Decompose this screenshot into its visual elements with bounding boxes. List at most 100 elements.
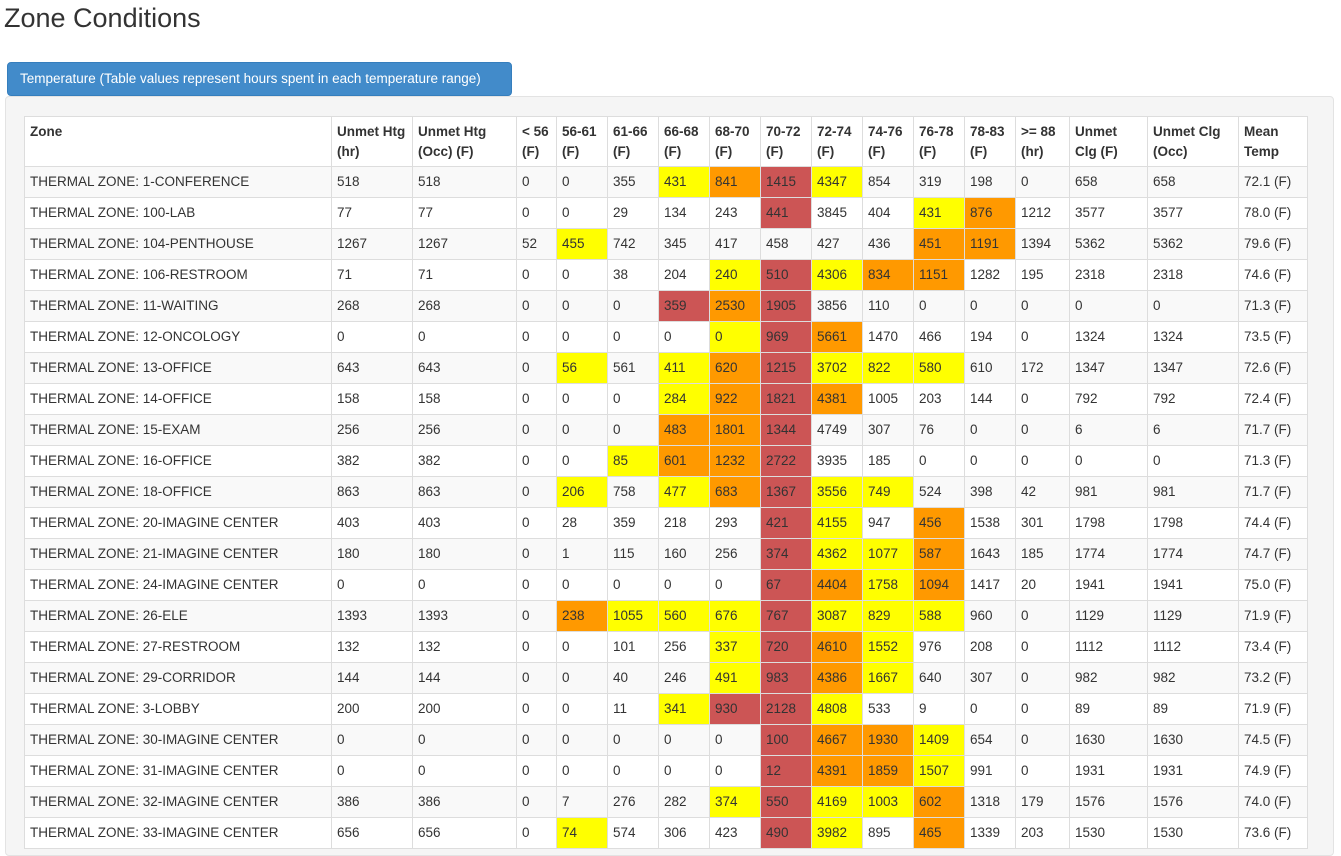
table-cell: 256	[331, 414, 413, 446]
table-cell: 85	[607, 445, 659, 477]
table-cell: 960	[964, 600, 1016, 632]
table-cell: 0	[331, 321, 413, 353]
table-row: THERMAL ZONE: 18-OFFICE 863 863 0 206 758 477 6…	[24, 476, 1308, 508]
table-cell: 0	[556, 662, 608, 694]
zone-conditions-table: Zone Unmet Htg (hr) Unmet Htg (Occ) (F) < 5…	[24, 116, 1308, 849]
table-cell: 431	[658, 166, 710, 198]
table-cell: 483	[658, 414, 710, 446]
table-cell: 1094	[913, 569, 965, 601]
table-row: THERMAL ZONE: 1-CONFERENCE 518 518 0 0 355 431…	[24, 166, 1308, 198]
zone-name-cell: THERMAL ZONE: 12-ONCOLOGY	[24, 321, 332, 353]
table-cell: 0	[516, 445, 557, 477]
table-row: THERMAL ZONE: 13-OFFICE 643 643 0 56 561 411 62…	[24, 352, 1308, 384]
table-cell: 7	[556, 786, 608, 818]
zone-name-cell: THERMAL ZONE: 1-CONFERENCE	[24, 166, 332, 198]
table-cell: 4381	[811, 383, 863, 415]
table-cell: 0	[1015, 724, 1070, 756]
table-cell: 203	[913, 383, 965, 415]
column-header: 61-66 (F)	[607, 116, 659, 167]
column-header: 72-74 (F)	[811, 116, 863, 167]
table-cell: 28	[556, 507, 608, 539]
temperature-tab-button[interactable]: Temperature (Table values represent hour…	[7, 62, 512, 96]
table-cell: 976	[913, 631, 965, 663]
table-cell: 76	[913, 414, 965, 446]
table-cell: 203	[1015, 817, 1070, 849]
table-cell: 382	[331, 445, 413, 477]
column-header: 70-72 (F)	[760, 116, 812, 167]
table-cell: 876	[964, 197, 1016, 229]
table-cell: 0	[556, 631, 608, 663]
table-row: THERMAL ZONE: 12-ONCOLOGY 0 0 0 0 0 0 0 969 5661 1…	[24, 321, 1308, 353]
table-cell: 518	[331, 166, 413, 198]
table-cell: 1129	[1069, 600, 1148, 632]
table-cell: 132	[331, 631, 413, 663]
table-cell: 100	[760, 724, 812, 756]
table-header-row: Zone Unmet Htg (hr) Unmet Htg (Occ) (F) < 5…	[24, 116, 1308, 167]
table-cell: 185	[1015, 538, 1070, 570]
table-cell: 822	[862, 352, 914, 384]
table-cell: 72.4 (F)	[1238, 383, 1308, 415]
table-cell: 75.0 (F)	[1238, 569, 1308, 601]
table-cell: 922	[709, 383, 761, 415]
table-cell: 1055	[607, 600, 659, 632]
table-row: THERMAL ZONE: 24-IMAGINE CENTER 0 0 0 0 0 0 0 67…	[24, 569, 1308, 601]
table-cell: 1758	[862, 569, 914, 601]
table-cell: 0	[1015, 383, 1070, 415]
table-cell: 0	[607, 569, 659, 601]
table-cell: 268	[412, 290, 517, 322]
table-cell: 550	[760, 786, 812, 818]
table-cell: 0	[913, 445, 965, 477]
table-cell: 656	[331, 817, 413, 849]
table-cell: 71.9 (F)	[1238, 600, 1308, 632]
column-header: Mean Temp	[1238, 116, 1308, 167]
table-row: THERMAL ZONE: 15-EXAM 256 256 0 0 0 483 1801 134…	[24, 414, 1308, 446]
table-cell: 0	[516, 569, 557, 601]
table-cell: 74.0 (F)	[1238, 786, 1308, 818]
table-cell: 1941	[1147, 569, 1239, 601]
table-cell: 1801	[709, 414, 761, 446]
table-cell: 1151	[913, 259, 965, 291]
zone-name-cell: THERMAL ZONE: 16-OFFICE	[24, 445, 332, 477]
table-cell: 74.5 (F)	[1238, 724, 1308, 756]
table-cell: 720	[760, 631, 812, 663]
table-cell: 982	[1147, 662, 1239, 694]
table-cell: 0	[556, 321, 608, 353]
table-cell: 1367	[760, 476, 812, 508]
table-cell: 0	[1015, 414, 1070, 446]
table-cell: 301	[1015, 507, 1070, 539]
table-cell: 1005	[862, 383, 914, 415]
table-cell: 284	[658, 383, 710, 415]
table-cell: 0	[516, 507, 557, 539]
table-row: THERMAL ZONE: 31-IMAGINE CENTER 0 0 0 0 0 0 0 12…	[24, 755, 1308, 787]
table-cell: 1393	[331, 600, 413, 632]
zone-name-cell: THERMAL ZONE: 13-OFFICE	[24, 352, 332, 384]
table-cell: 386	[331, 786, 413, 818]
table-cell: 3087	[811, 600, 863, 632]
table-cell: 1393	[412, 600, 517, 632]
table-cell: 307	[862, 414, 914, 446]
table-cell: 451	[913, 228, 965, 260]
table-cell: 1552	[862, 631, 914, 663]
table-cell: 0	[516, 693, 557, 725]
table-cell: 172	[1015, 352, 1070, 384]
table-cell: 0	[556, 414, 608, 446]
table-row: THERMAL ZONE: 21-IMAGINE CENTER 180 180 0 1 1…	[24, 538, 1308, 570]
table-cell: 561	[607, 352, 659, 384]
table-cell: 4362	[811, 538, 863, 570]
column-header: 66-68 (F)	[658, 116, 710, 167]
table-cell: 3856	[811, 290, 863, 322]
table-cell: 71.7 (F)	[1238, 476, 1308, 508]
zone-name-cell: THERMAL ZONE: 24-IMAGINE CENTER	[24, 569, 332, 601]
column-header: 68-70 (F)	[709, 116, 761, 167]
table-cell: 160	[658, 538, 710, 570]
table-cell: 863	[412, 476, 517, 508]
table-cell: 1267	[331, 228, 413, 260]
table-cell: 1324	[1069, 321, 1148, 353]
table-cell: 74	[556, 817, 608, 849]
table-cell: 654	[964, 724, 1016, 756]
table-row: THERMAL ZONE: 14-OFFICE 158 158 0 0 0 284 922 18…	[24, 383, 1308, 415]
table-row: THERMAL ZONE: 104-PENTHOUSE 1267 1267 52 455…	[24, 228, 1308, 260]
page-title: Zone Conditions	[4, 3, 201, 33]
table-cell: 268	[331, 290, 413, 322]
column-header: Unmet Clg (F)	[1069, 116, 1148, 167]
